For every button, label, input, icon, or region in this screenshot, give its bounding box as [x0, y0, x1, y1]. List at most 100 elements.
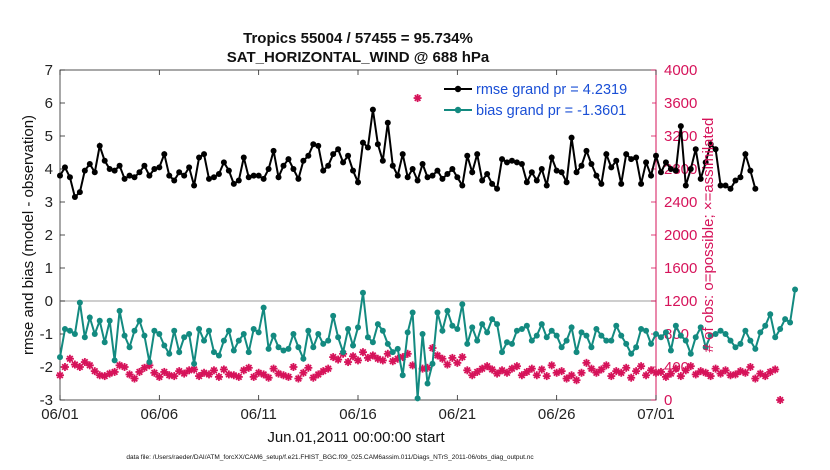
plot-area	[59, 69, 657, 401]
obs-point	[676, 372, 685, 381]
obs-point	[453, 358, 462, 367]
bias-point	[230, 347, 237, 354]
rmse-point	[499, 156, 506, 163]
bias-point	[677, 332, 684, 339]
rmse-point	[742, 151, 749, 158]
rmse-point	[91, 169, 98, 176]
bias-point	[543, 334, 550, 341]
rmse-point	[310, 141, 317, 148]
y-axis-label-right: # of obs: o=possible; ×=assimilated	[700, 118, 717, 353]
obs-point	[274, 369, 283, 378]
rmse-point	[126, 172, 133, 179]
bias-point	[742, 327, 749, 334]
obs-point	[259, 370, 268, 379]
rmse-point	[752, 185, 759, 192]
bias-point	[399, 372, 406, 379]
rmse-point	[479, 177, 486, 184]
obs-point	[622, 363, 631, 372]
bias-point	[613, 322, 620, 329]
rmse-point	[712, 146, 719, 153]
rmse-point	[692, 146, 699, 153]
rmse-point	[434, 167, 441, 174]
rmse-point	[270, 147, 277, 154]
legend: rmse grand pr = 4.2319 bias grand pr = -…	[438, 77, 652, 121]
bias-point	[121, 332, 128, 339]
obs-point	[378, 356, 387, 365]
bias-point	[369, 339, 376, 346]
bias-point	[792, 286, 799, 293]
rmse-point	[424, 174, 431, 181]
obs-point	[721, 366, 730, 375]
bias-point	[91, 331, 98, 337]
bias-point	[151, 327, 158, 334]
obs-point	[269, 364, 278, 373]
y-axis-label-left: rmse and bias (model - observation)	[20, 115, 37, 355]
right-tick-label: 4000	[664, 62, 697, 79]
bias-point	[484, 329, 491, 336]
bias-point	[464, 340, 471, 347]
rmse-point	[57, 172, 63, 179]
obs-point	[304, 363, 313, 372]
rmse-point	[359, 139, 366, 146]
rmse-point	[588, 161, 595, 168]
bias-point	[350, 342, 357, 349]
obs-point	[299, 368, 308, 377]
rmse-point	[136, 169, 143, 176]
rmse-point	[295, 175, 302, 182]
obs-point	[75, 363, 84, 371]
obs-point	[354, 356, 362, 365]
obs-point	[656, 367, 665, 376]
rmse-point	[653, 152, 659, 159]
obs-point	[344, 358, 353, 367]
bias-point	[161, 342, 168, 349]
bias-point	[364, 334, 371, 341]
rmse-point	[335, 146, 342, 153]
rmse-point	[672, 167, 679, 174]
bias-point	[419, 331, 426, 337]
chart-title-line2: SAT_HORIZONTAL_WIND @ 688 hPa	[227, 49, 490, 66]
bias-point	[57, 354, 63, 361]
data-file-note: data file: /Users/raeder/DAI/ATM_forcXX/…	[126, 454, 534, 461]
obs-point	[324, 364, 333, 373]
bias-point	[528, 337, 535, 344]
obs-point	[746, 363, 755, 371]
rmse-point	[429, 172, 436, 179]
rmse-point	[603, 151, 610, 158]
rmse-point	[369, 106, 376, 113]
bias-point	[538, 321, 545, 328]
bias-point	[593, 326, 600, 333]
obs-point	[219, 365, 228, 374]
bias-point	[384, 340, 391, 347]
bias-point	[499, 349, 506, 356]
obs-point	[691, 370, 700, 379]
bias-point	[578, 329, 585, 336]
rmse-point	[409, 166, 416, 172]
bias-point	[235, 337, 242, 344]
rmse-point	[171, 177, 178, 184]
rmse-point	[176, 169, 183, 176]
rmse-point	[737, 174, 744, 181]
rmse-point	[667, 166, 674, 172]
bias-point	[628, 350, 635, 357]
rmse-point	[66, 174, 73, 181]
obs-point	[671, 364, 680, 373]
bias-point	[762, 322, 769, 329]
legend-box	[438, 77, 652, 121]
obs-assimilated-series	[56, 94, 785, 404]
rmse-point	[404, 174, 411, 181]
rmse-point	[747, 167, 754, 174]
left-tick-label: 4	[45, 161, 53, 178]
obs-point	[56, 371, 64, 380]
legend-rmse-label: rmse grand pr = 4.2319	[476, 82, 627, 98]
bias-point	[787, 319, 794, 326]
rmse-point	[230, 180, 237, 187]
obs-point	[731, 370, 740, 379]
obs-point	[681, 366, 690, 375]
rmse-point	[290, 166, 297, 172]
rmse-point	[355, 179, 361, 186]
obs-point	[522, 367, 531, 376]
x-tick-label: 06/01	[41, 406, 79, 423]
bias-point	[429, 360, 436, 367]
bias-point	[255, 329, 262, 336]
obs-point	[309, 373, 318, 382]
